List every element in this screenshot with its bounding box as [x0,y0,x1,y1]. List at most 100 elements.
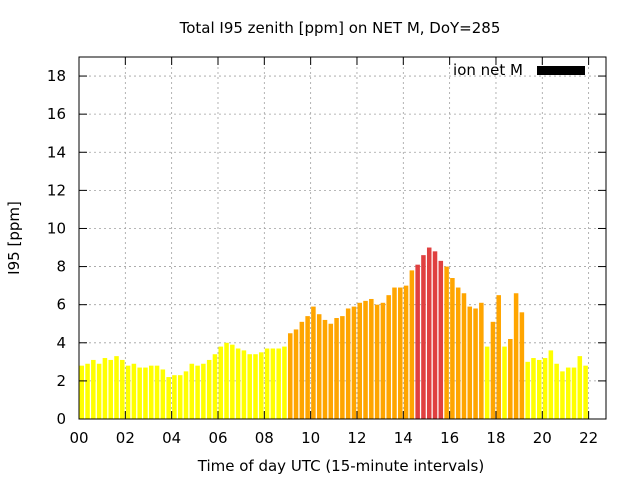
bar [160,369,166,419]
bar [525,361,530,419]
bar [114,356,119,419]
bar [143,367,148,419]
bar [537,359,542,419]
bar [79,365,85,419]
bar [108,359,113,419]
bar [461,293,467,419]
bar [421,255,426,419]
bar [398,287,403,419]
y-tick-label: 10 [47,219,66,237]
bar [131,363,137,419]
bar [201,363,206,419]
bar [183,371,189,419]
bar [369,298,374,419]
bar [85,363,90,419]
bar [490,321,496,419]
bar [137,367,142,419]
x-tick-label: 12 [347,429,366,447]
bar [426,247,432,419]
bar [450,278,455,419]
y-axis-label: I95 [ppm] [5,201,23,275]
bar [264,348,270,419]
bar [519,312,525,419]
bar [392,287,397,419]
bar [415,264,420,419]
bar [148,365,154,419]
bar [467,306,473,419]
bar [224,342,229,419]
bar [565,367,571,419]
bar [577,356,583,419]
bar [247,354,252,419]
bar [305,316,310,419]
bar [403,285,409,419]
x-tick-label: 20 [533,429,552,447]
bar [438,260,444,419]
bar [282,346,287,419]
bar [444,266,449,419]
bar [311,306,316,419]
legend-swatch [537,66,585,75]
bar [177,375,183,419]
y-tick-label: 6 [56,296,66,314]
bar [432,251,438,419]
bar [345,308,351,419]
bar [542,358,548,419]
bar [102,358,108,419]
bar [548,350,554,419]
bar [340,316,345,419]
bar [479,302,484,419]
bar [154,365,160,419]
x-tick-label: 18 [486,429,505,447]
bar [363,300,368,419]
x-tick-label: 16 [440,429,459,447]
bar [316,314,322,419]
bar [380,302,386,419]
x-tick-label: 14 [394,429,413,447]
bar [571,367,577,419]
plot-frame [78,56,607,420]
bar [455,287,461,419]
y-tick-label: 0 [56,410,66,428]
bar [293,329,299,419]
bar [334,318,339,419]
x-tick-label: 00 [69,429,88,447]
bar [409,270,415,419]
bar [583,365,588,419]
chart-title: Total I95 zenith [ppm] on NET M, DoY=285 [179,19,501,37]
bar [322,319,328,419]
bar [270,348,276,419]
y-tick-label: 4 [56,334,66,352]
grid-lines [79,57,606,419]
bar [299,321,305,419]
bar [189,363,195,419]
bar [496,295,501,419]
bar [508,338,513,419]
legend-label: ion net M [453,61,523,79]
bar-series [79,247,588,419]
y-tick-label: 18 [47,67,66,85]
bar [276,348,281,419]
legend: ion net M [453,61,585,79]
bar [502,346,507,419]
x-tick-label: 10 [301,429,320,447]
bar [235,348,241,419]
y-tick-label: 12 [47,181,66,199]
bar [386,295,391,419]
x-tick-label: 02 [116,429,135,447]
bar [531,358,536,419]
bar [484,346,490,419]
bar [554,363,559,419]
bar [206,359,212,419]
y-tick-label: 8 [56,258,66,276]
bar [259,352,264,419]
bar [253,354,258,419]
y-tick-label: 2 [56,372,66,390]
y-tick-label: 16 [47,105,66,123]
y-tick-label: 14 [47,143,66,161]
bar [212,354,218,419]
bar [172,375,177,419]
x-tick-label: 22 [579,429,598,447]
bar [96,363,102,419]
bar [218,346,224,419]
